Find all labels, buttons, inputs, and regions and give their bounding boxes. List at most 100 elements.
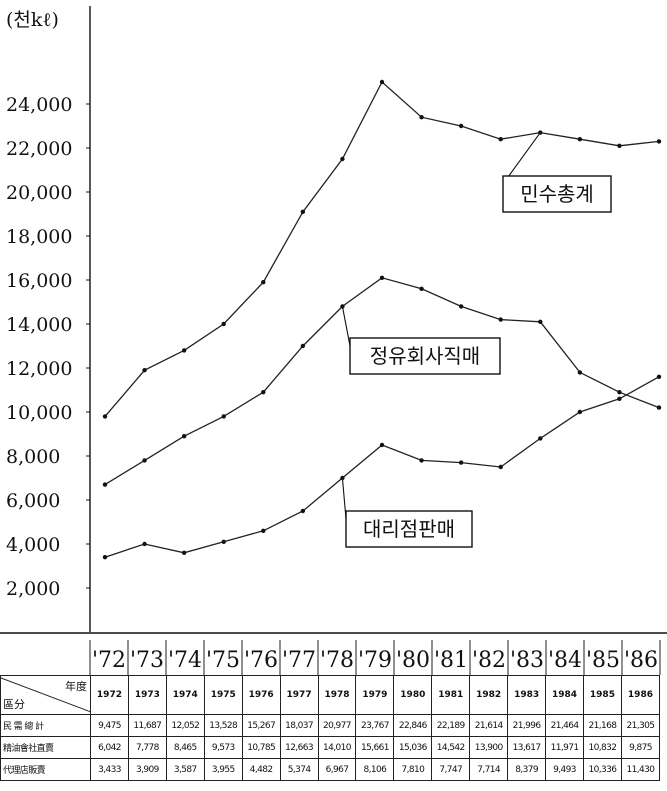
x-tick-label: '83: [510, 648, 544, 673]
y-unit-label: (천kℓ): [6, 9, 59, 31]
table-cell: 21,614: [469, 714, 509, 737]
table-header-row: 年度 區分 1972 1973 1974 1975 1976 1977 1978 1979 1980…: [0, 675, 661, 715]
table-cell: 11,971: [545, 736, 584, 759]
table-cell: 9,493: [545, 758, 584, 781]
x-tick-label: '77: [282, 648, 316, 673]
callout-box: [502, 175, 612, 213]
callout-label: 대리점판매: [363, 517, 455, 541]
table-cell: 8,106: [355, 758, 395, 781]
table-year-cell: 1975: [203, 675, 243, 715]
y-tick-label: 20,000: [6, 182, 72, 204]
table-cell: 21,305: [620, 714, 661, 737]
table-cell: 10,785: [241, 736, 281, 759]
table-cell: 13,528: [203, 714, 243, 737]
x-tick-label: '74: [168, 648, 202, 673]
table-cell: 21,464: [545, 714, 584, 737]
series-lines: [102, 79, 662, 560]
data-point: [181, 434, 187, 439]
table-cell: 9,875: [620, 736, 661, 759]
y-tick-labels: 2,000 4,000 6,000 8,000 10,000 12,000 14,000 16…: [6, 94, 90, 600]
table-year-cell: 1982: [469, 675, 509, 715]
table-year-cell: 1972: [90, 675, 129, 715]
table-year-cell: 1983: [507, 675, 547, 715]
table-cell: 14,542: [431, 736, 471, 759]
table-year-cell: 1986: [620, 675, 661, 715]
table-cell: 3,909: [127, 758, 167, 781]
corner-header-category: 區分: [3, 698, 25, 711]
x-tick-label: '82: [472, 648, 506, 673]
callout-box: [349, 337, 501, 375]
data-point: [379, 442, 385, 448]
table-cell: 10,336: [582, 758, 622, 781]
table-cell: 3,587: [165, 758, 205, 781]
table-cell: 11,687: [127, 714, 167, 737]
data-point: [181, 550, 187, 555]
table-row: 民 需 總 計 9,475 11,687 12,052 13,528 15,267 18,0…: [0, 714, 661, 737]
table-cell: 8,465: [165, 736, 205, 759]
data-point: [656, 374, 662, 379]
data-point: [142, 541, 147, 547]
table-cell: 4,482: [241, 758, 281, 781]
table-year-cell: 1978: [317, 675, 357, 715]
data-point: [498, 317, 503, 322]
y-tick-label: 24,000: [6, 94, 72, 116]
data-point: [379, 79, 385, 85]
x-tick-label: '81: [434, 648, 468, 673]
y-tick-label: 4,000: [6, 534, 60, 556]
y-tick-label: 22,000: [6, 138, 72, 160]
x-tick-label: '75: [206, 648, 240, 673]
data-point: [300, 343, 306, 349]
data-point: [498, 137, 503, 142]
table-year-cell: 1981: [431, 675, 471, 715]
y-tick-label: 10,000: [6, 402, 72, 424]
table-row: 代理店販賣 3,433 3,909 3,587 3,955 4,482 5,374 6,967…: [0, 758, 661, 781]
data-point: [340, 156, 345, 162]
table-cell: 7,747: [431, 758, 471, 781]
data-point: [261, 528, 266, 533]
data-point: [617, 396, 622, 401]
line-chart: (천kℓ) 2,000 4,000 6,000 8,000 10,000 12,000 14…: [0, 6, 667, 675]
data-point: [419, 286, 424, 291]
x-category-dividers: [89, 640, 661, 675]
data-point: [102, 555, 108, 560]
table-cell: 9,475: [90, 714, 129, 737]
data-point: [379, 275, 385, 280]
table-cell: 13,900: [469, 736, 509, 759]
table-year-cell: 1977: [279, 675, 319, 715]
table-cell: 7,778: [127, 736, 167, 759]
data-point: [617, 390, 622, 395]
data-point: [142, 458, 147, 463]
table-row-label: 精油會社直賣: [0, 736, 91, 759]
y-tick-label: 16,000: [6, 270, 72, 292]
table-cell: 11,430: [620, 758, 661, 781]
table-year-cell: 1974: [165, 675, 205, 715]
x-tick-label: '80: [396, 648, 430, 673]
data-point: [538, 436, 543, 441]
data-point: [577, 370, 583, 375]
x-tick-label: '86: [624, 648, 658, 673]
table-cell: 10,832: [582, 736, 622, 759]
data-point: [102, 482, 108, 487]
callout-box: [345, 510, 473, 548]
data-point: [221, 321, 226, 327]
data-point: [300, 508, 306, 514]
data-point: [498, 464, 503, 470]
corner-header-year: 年度: [65, 680, 87, 693]
table-corner-header: 年度區分: [0, 675, 91, 715]
x-tick-label: '79: [358, 648, 392, 673]
table-cell: 12,663: [279, 736, 319, 759]
table-cell: 18,037: [279, 714, 319, 737]
data-point: [261, 390, 266, 395]
data-point: [577, 409, 583, 415]
data-point: [340, 304, 345, 309]
data-point: [458, 460, 464, 465]
data-point: [656, 405, 662, 410]
data-point: [617, 143, 622, 148]
table-cell: 14,010: [317, 736, 357, 759]
table-cell: 13,617: [507, 736, 547, 759]
table-row-label: 代理店販賣: [0, 758, 91, 781]
table-row: 精油會社直賣 6,042 7,778 8,465 9,573 10,785 12,663 14…: [0, 736, 661, 759]
data-table: 年度 區分 1972 1973 1974 1975 1976 1977 1978 1979 1980…: [0, 675, 661, 781]
table-cell: 22,189: [431, 714, 471, 737]
table-cell: 6,967: [317, 758, 357, 781]
